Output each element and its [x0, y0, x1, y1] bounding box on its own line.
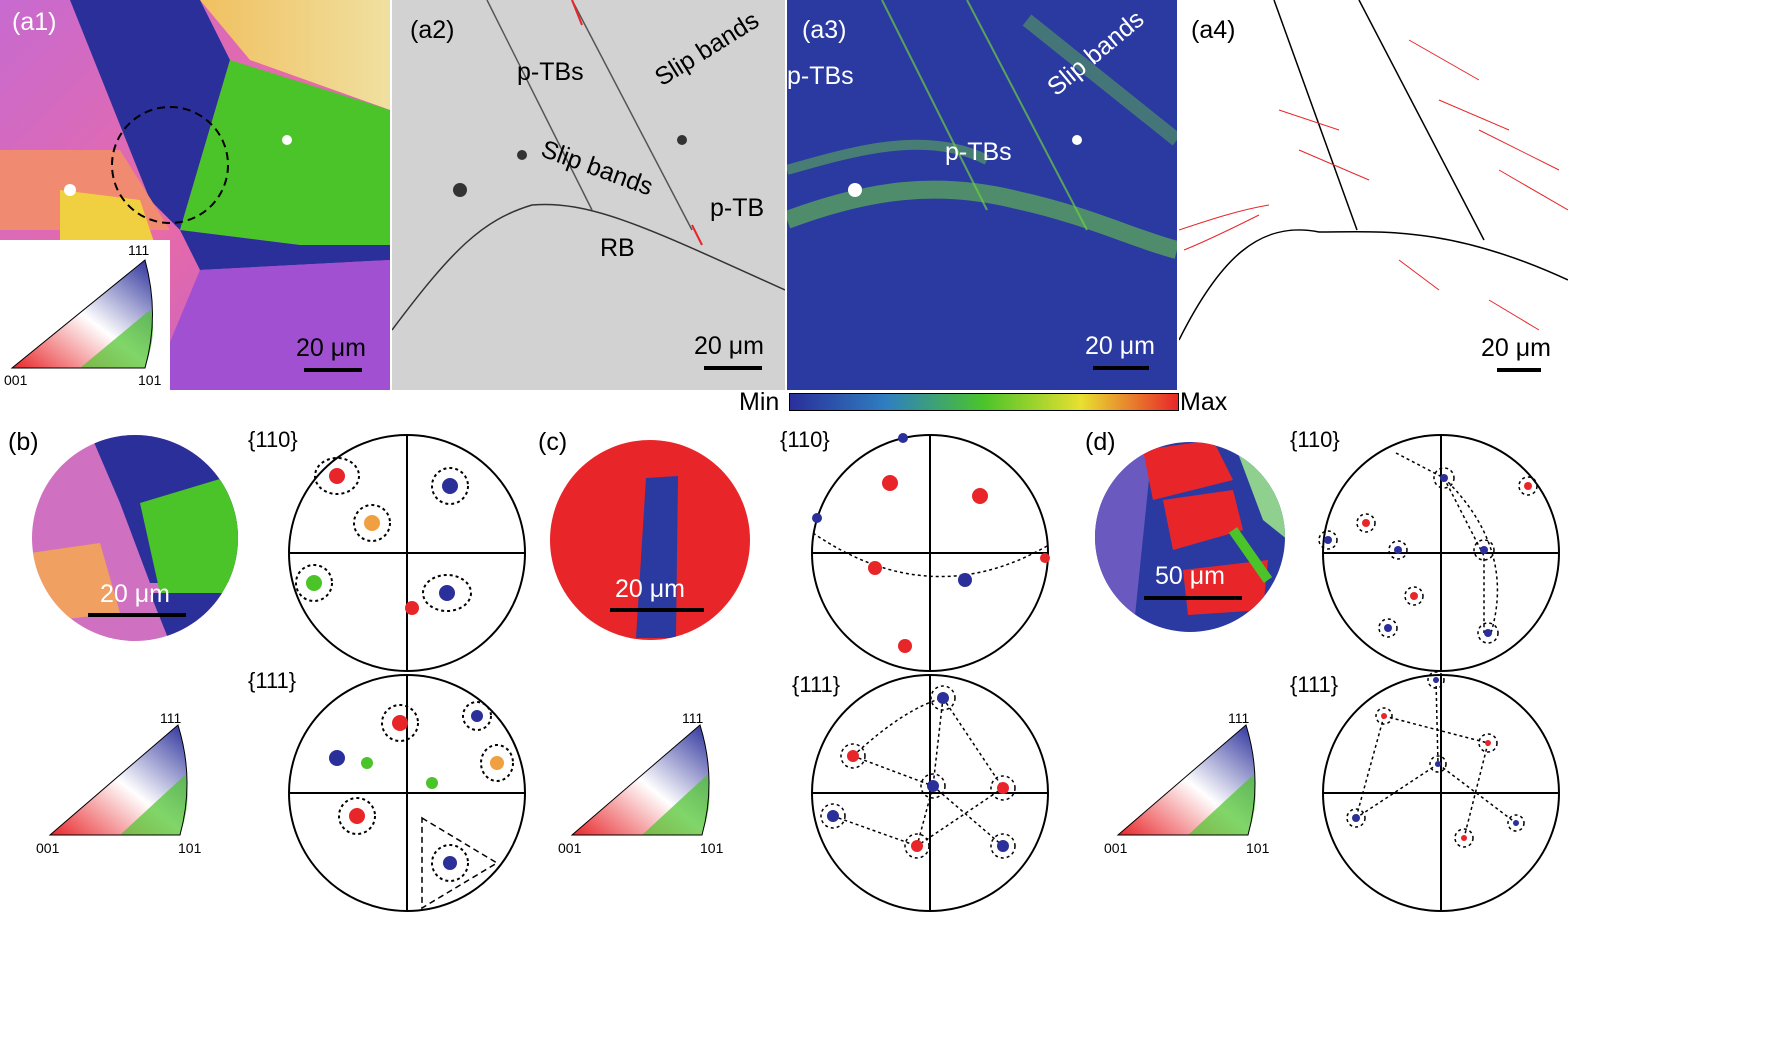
d-label: (d)	[1085, 428, 1116, 456]
c-key-left: 001	[558, 840, 582, 856]
ipf-key-top: 111	[128, 242, 150, 258]
a3-scale-bar	[1093, 366, 1149, 370]
panel-a1: (a1) 111 001 101 20 μm	[0, 0, 390, 390]
a4-boundary-map	[1179, 0, 1568, 341]
ipf-key-inset: 111 001 101	[0, 240, 170, 390]
a2-scale-bar	[704, 366, 762, 370]
a2-rb: RB	[600, 234, 635, 262]
ipf-triangle-inset	[10, 259, 154, 369]
a3-ptbs-2: p-TBs	[945, 138, 1012, 166]
d-pf110	[1318, 434, 1560, 672]
b-key-top: 111	[160, 710, 182, 726]
a2-label: (a2)	[410, 16, 455, 44]
d-pf110-label: {110}	[1290, 427, 1340, 452]
b-pf111	[288, 674, 526, 912]
a3-ptbs-1: p-TBs	[787, 62, 854, 90]
a2-ptbs: p-TBs	[517, 58, 584, 86]
d-key-right: 101	[1246, 840, 1270, 856]
b-ipf-disc	[32, 435, 238, 641]
b-pf111-label: {111}	[248, 668, 297, 693]
a4-scale-bar	[1497, 368, 1541, 372]
a1-label: (a1)	[12, 8, 57, 36]
c-ipf-key	[570, 724, 710, 836]
c-pf111	[811, 674, 1049, 912]
b-pf110	[288, 434, 526, 672]
a1-scale-label: 20 μm	[296, 334, 366, 362]
c-scale-bar	[610, 608, 704, 612]
b-pf110-label: {110}	[248, 427, 298, 452]
a2-ptb: p-TB	[710, 194, 765, 222]
panel-a3: (a3) p-TBs p-TBs Slip bands 20 μm	[787, 0, 1177, 390]
c-scale-label: 20 μm	[615, 575, 685, 603]
a1-scale-bar	[304, 368, 362, 372]
d-pf111-label: {111}	[1290, 672, 1339, 697]
c-ipf-disc	[550, 440, 750, 640]
b-key-right: 101	[178, 840, 202, 856]
c-key-top: 111	[682, 710, 704, 726]
c-label: (c)	[538, 428, 568, 456]
d-ipf-key	[1116, 724, 1256, 836]
a3-label: (a3)	[802, 16, 847, 44]
c-pf110	[811, 433, 1050, 672]
b-ipf-key	[48, 724, 188, 836]
a1-ipf-map	[0, 0, 390, 390]
colorbar-min-label: Min	[739, 388, 780, 416]
panel-a4: (a4) 20 μm	[1179, 0, 1568, 390]
c-key-right: 101	[700, 840, 724, 856]
a2-scale-label: 20 μm	[694, 332, 764, 360]
d-key-top: 111	[1228, 710, 1250, 726]
a4-scale-label: 20 μm	[1481, 334, 1551, 362]
c-pf111-label: {111}	[792, 672, 841, 697]
a3-kam-map	[787, 0, 1177, 390]
colorbar	[789, 393, 1179, 411]
d-scale-label: 50 μm	[1155, 562, 1225, 590]
panel-a2: (a2) p-TBs Slip bands Slip bands p-TB RB…	[392, 0, 785, 390]
a2-sem-image	[392, 0, 785, 390]
b-key-left: 001	[36, 840, 60, 856]
b-scale-label: 20 μm	[100, 580, 170, 608]
d-ipf-disc	[1095, 442, 1285, 632]
b-scale-bar	[88, 613, 186, 617]
b-label: (b)	[8, 428, 39, 456]
d-scale-bar	[1144, 596, 1242, 600]
colorbar-max-label: Max	[1180, 388, 1228, 416]
a3-scale-label: 20 μm	[1085, 332, 1155, 360]
d-pf111	[1322, 671, 1560, 912]
a4-label: (a4)	[1191, 16, 1236, 44]
ipf-key-left: 001	[4, 372, 28, 388]
ipf-key-right: 101	[138, 372, 162, 388]
d-key-left: 001	[1104, 840, 1128, 856]
c-pf110-label: {110}	[780, 427, 830, 452]
